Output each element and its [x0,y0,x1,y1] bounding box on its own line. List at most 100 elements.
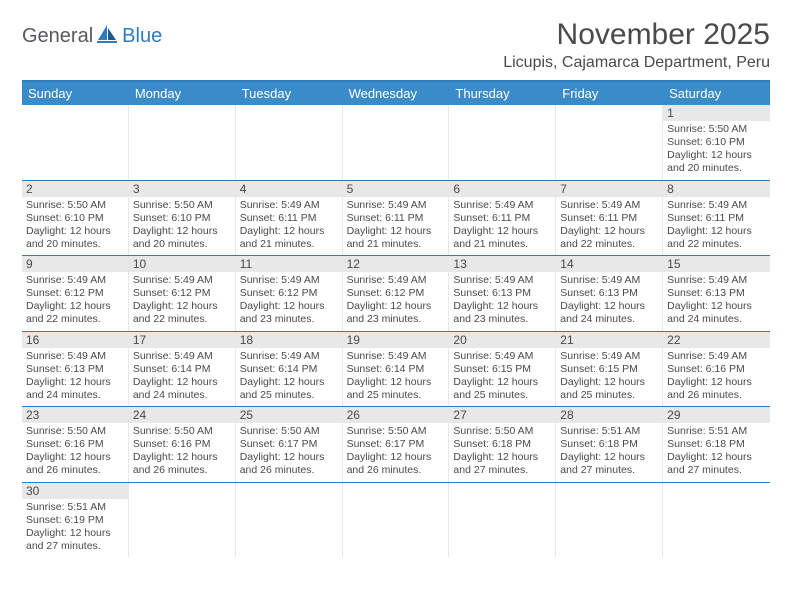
logo-text-blue: Blue [122,25,162,48]
calendar-day-empty [22,105,129,180]
daylight-line-1: Daylight: 12 hours [453,225,551,238]
day-details: Sunrise: 5:49 AMSunset: 6:13 PMDaylight:… [453,274,551,327]
daylight-line-1: Daylight: 12 hours [240,376,338,389]
day-number: 6 [449,181,555,197]
day-details: Sunrise: 5:49 AMSunset: 6:11 PMDaylight:… [240,199,338,252]
calendar-week: 16Sunrise: 5:49 AMSunset: 6:13 PMDayligh… [22,332,770,408]
calendar-day: 15Sunrise: 5:49 AMSunset: 6:13 PMDayligh… [663,256,770,331]
day-number: 12 [343,256,449,272]
day-details: Sunrise: 5:50 AMSunset: 6:16 PMDaylight:… [26,425,124,478]
sunrise-line: Sunrise: 5:49 AM [667,199,766,212]
daylight-line-1: Daylight: 12 hours [667,300,766,313]
weekday-header: Monday [129,82,236,105]
calendar-day: 12Sunrise: 5:49 AMSunset: 6:12 PMDayligh… [343,256,450,331]
day-details: Sunrise: 5:49 AMSunset: 6:12 PMDaylight:… [26,274,124,327]
daylight-line-2: and 26 minutes. [667,389,766,402]
calendar-day-empty [556,483,663,558]
sunrise-line: Sunrise: 5:49 AM [26,350,124,363]
day-number: 10 [129,256,235,272]
sunrise-line: Sunrise: 5:49 AM [667,274,766,287]
daylight-line-2: and 24 minutes. [667,313,766,326]
daylight-line-2: and 23 minutes. [347,313,445,326]
calendar-day: 3Sunrise: 5:50 AMSunset: 6:10 PMDaylight… [129,181,236,256]
daylight-line-2: and 25 minutes. [240,389,338,402]
calendar-day: 22Sunrise: 5:49 AMSunset: 6:16 PMDayligh… [663,332,770,407]
daylight-line-2: and 23 minutes. [453,313,551,326]
calendar-day: 10Sunrise: 5:49 AMSunset: 6:12 PMDayligh… [129,256,236,331]
daylight-line-1: Daylight: 12 hours [347,225,445,238]
weekday-header-row: Sunday Monday Tuesday Wednesday Thursday… [22,82,770,105]
sunset-line: Sunset: 6:13 PM [560,287,658,300]
daylight-line-2: and 26 minutes. [240,464,338,477]
sunset-line: Sunset: 6:12 PM [133,287,231,300]
weekday-header: Thursday [449,82,556,105]
day-number: 2 [22,181,128,197]
day-number: 11 [236,256,342,272]
daylight-line-2: and 26 minutes. [347,464,445,477]
daylight-line-1: Daylight: 12 hours [667,149,766,162]
day-number: 18 [236,332,342,348]
daylight-line-2: and 27 minutes. [26,540,124,553]
calendar-day: 21Sunrise: 5:49 AMSunset: 6:15 PMDayligh… [556,332,663,407]
sunset-line: Sunset: 6:10 PM [667,136,766,149]
sunset-line: Sunset: 6:11 PM [453,212,551,225]
day-number: 26 [343,407,449,423]
sunrise-line: Sunrise: 5:50 AM [453,425,551,438]
daylight-line-2: and 27 minutes. [453,464,551,477]
sunset-line: Sunset: 6:18 PM [667,438,766,451]
daylight-line-1: Daylight: 12 hours [26,376,124,389]
sunset-line: Sunset: 6:11 PM [560,212,658,225]
sunset-line: Sunset: 6:14 PM [347,363,445,376]
daylight-line-2: and 20 minutes. [667,162,766,175]
sunset-line: Sunset: 6:13 PM [453,287,551,300]
calendar-day: 6 Sunrise: 5:49 AMSunset: 6:11 PMDaylight… [449,181,556,256]
daylight-line-2: and 23 minutes. [240,313,338,326]
sunrise-line: Sunrise: 5:49 AM [347,199,445,212]
calendar-day: 14Sunrise: 5:49 AMSunset: 6:13 PMDayligh… [556,256,663,331]
weekday-header: Tuesday [236,82,343,105]
sunrise-line: Sunrise: 5:49 AM [560,350,658,363]
day-number: 17 [129,332,235,348]
sunrise-line: Sunrise: 5:49 AM [240,274,338,287]
day-details: Sunrise: 5:49 AMSunset: 6:14 PMDaylight:… [347,350,445,403]
calendar-day-empty [129,483,236,558]
day-details: Sunrise: 5:51 AMSunset: 6:18 PMDaylight:… [667,425,766,478]
sunrise-line: Sunrise: 5:49 AM [240,199,338,212]
day-details: Sunrise: 5:49 AMSunset: 6:13 PMDaylight:… [26,350,124,403]
sail-icon [96,24,118,49]
sunset-line: Sunset: 6:17 PM [240,438,338,451]
day-number: 25 [236,407,342,423]
day-number: 27 [449,407,555,423]
sunrise-line: Sunrise: 5:49 AM [453,350,551,363]
day-number: 5 [343,181,449,197]
calendar-day: 16Sunrise: 5:49 AMSunset: 6:13 PMDayligh… [22,332,129,407]
calendar-day: 1Sunrise: 5:50 AMSunset: 6:10 PMDaylight… [663,105,770,180]
daylight-line-1: Daylight: 12 hours [133,225,231,238]
day-number: 19 [343,332,449,348]
sunrise-line: Sunrise: 5:49 AM [453,274,551,287]
daylight-line-2: and 27 minutes. [560,464,658,477]
day-details: Sunrise: 5:50 AMSunset: 6:16 PMDaylight:… [133,425,231,478]
sunset-line: Sunset: 6:11 PM [240,212,338,225]
calendar-day-empty [449,105,556,180]
sunset-line: Sunset: 6:11 PM [667,212,766,225]
weekday-header: Sunday [22,82,129,105]
calendar-day-empty [556,105,663,180]
calendar-day-empty [129,105,236,180]
daylight-line-2: and 24 minutes. [26,389,124,402]
day-number: 20 [449,332,555,348]
calendar-day-empty [343,105,450,180]
sunrise-line: Sunrise: 5:49 AM [453,199,551,212]
day-number: 1 [663,105,770,121]
day-number: 30 [22,483,128,499]
sunset-line: Sunset: 6:12 PM [347,287,445,300]
daylight-line-1: Daylight: 12 hours [453,376,551,389]
calendar-day: 13 Sunrise: 5:49 AMSunset: 6:13 PMDayligh… [449,256,556,331]
day-number: 13 [449,256,555,272]
sunset-line: Sunset: 6:10 PM [26,212,124,225]
daylight-line-1: Daylight: 12 hours [133,451,231,464]
sunset-line: Sunset: 6:12 PM [240,287,338,300]
day-details: Sunrise: 5:49 AMSunset: 6:11 PMDaylight:… [667,199,766,252]
day-number: 15 [663,256,770,272]
calendar-day: 19 Sunrise: 5:49 AMSunset: 6:14 PMDayligh… [343,332,450,407]
